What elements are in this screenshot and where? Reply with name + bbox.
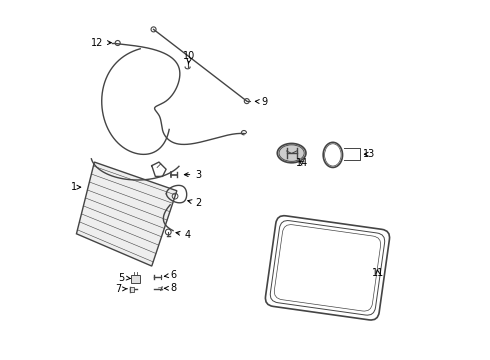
Bar (131, 275, 140, 283)
Text: 10: 10 (183, 51, 196, 64)
Text: 4: 4 (176, 230, 191, 239)
Text: 11: 11 (371, 268, 384, 278)
Text: 3: 3 (184, 170, 201, 180)
Text: 13: 13 (363, 149, 375, 159)
Text: 9: 9 (255, 97, 268, 107)
Text: 5: 5 (118, 273, 130, 283)
Ellipse shape (277, 143, 306, 163)
Polygon shape (76, 162, 177, 266)
Text: 8: 8 (164, 283, 176, 293)
Text: 7: 7 (116, 284, 127, 294)
Text: 12: 12 (91, 38, 111, 48)
Text: 2: 2 (188, 198, 201, 208)
Bar (130, 287, 134, 292)
Text: 6: 6 (164, 270, 176, 280)
Text: 1: 1 (71, 182, 81, 192)
Text: 14: 14 (296, 158, 309, 168)
